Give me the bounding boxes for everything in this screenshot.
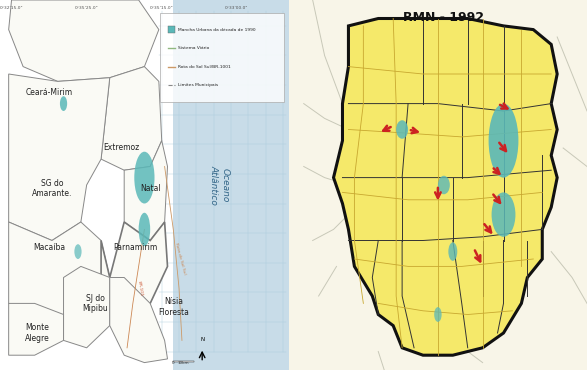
Bar: [0, 0, 173, 370]
Polygon shape: [101, 222, 167, 314]
Text: N: N: [200, 337, 204, 342]
Text: BR-101: BR-101: [137, 280, 143, 297]
Text: Sistema Viário: Sistema Viário: [178, 46, 209, 50]
Text: Extremoz: Extremoz: [103, 144, 140, 152]
Text: Macaíba: Macaíba: [33, 243, 65, 252]
Text: 0°35'25.0": 0°35'25.0": [75, 6, 99, 10]
Polygon shape: [9, 0, 159, 81]
Polygon shape: [63, 266, 110, 348]
FancyBboxPatch shape: [160, 13, 285, 102]
Text: 0°35'15.0": 0°35'15.0": [150, 6, 174, 10]
Polygon shape: [101, 67, 162, 170]
Polygon shape: [124, 141, 167, 240]
Polygon shape: [9, 303, 63, 355]
Text: SJ do
Mipibu: SJ do Mipibu: [82, 294, 108, 313]
Text: 0°32'15.0": 0°32'15.0": [0, 6, 23, 10]
Text: Natal: Natal: [140, 184, 160, 193]
Ellipse shape: [139, 213, 150, 246]
Bar: [167, 26, 175, 33]
Text: Rota do Sol Sul: Rota do Sol Sul: [174, 243, 187, 275]
Ellipse shape: [75, 244, 82, 259]
Text: Oceano
Atlântico: Oceano Atlântico: [209, 165, 230, 205]
Text: Ceará-Mirim: Ceará-Mirim: [25, 88, 73, 97]
Bar: [159, 0, 289, 370]
Ellipse shape: [60, 96, 67, 111]
Text: Mancha Urbana da década de 1990: Mancha Urbana da década de 1990: [178, 28, 255, 31]
Text: Rota do Sol Sul/BR-1001: Rota do Sol Sul/BR-1001: [178, 65, 230, 68]
Polygon shape: [110, 278, 167, 363]
Text: 10km: 10km: [178, 361, 189, 366]
Ellipse shape: [396, 120, 408, 139]
Text: 0: 0: [172, 361, 174, 366]
Text: Parnamirim: Parnamirim: [114, 243, 158, 252]
Ellipse shape: [488, 104, 518, 178]
Text: RMN - 1992: RMN - 1992: [403, 11, 484, 24]
Ellipse shape: [434, 307, 441, 322]
Text: Limites Municipais: Limites Municipais: [178, 83, 218, 87]
Ellipse shape: [438, 176, 450, 194]
Polygon shape: [9, 74, 110, 240]
Text: Nísia
Floresta: Nísia Floresta: [158, 297, 188, 317]
Ellipse shape: [491, 192, 515, 237]
Ellipse shape: [134, 152, 154, 204]
Ellipse shape: [448, 242, 457, 261]
Polygon shape: [333, 18, 557, 355]
Polygon shape: [9, 222, 110, 326]
Text: 0°33'00.0": 0°33'00.0": [225, 6, 248, 10]
Text: Monte
Alegre: Monte Alegre: [25, 323, 50, 343]
Text: SG do
Amarante.: SG do Amarante.: [32, 179, 72, 198]
